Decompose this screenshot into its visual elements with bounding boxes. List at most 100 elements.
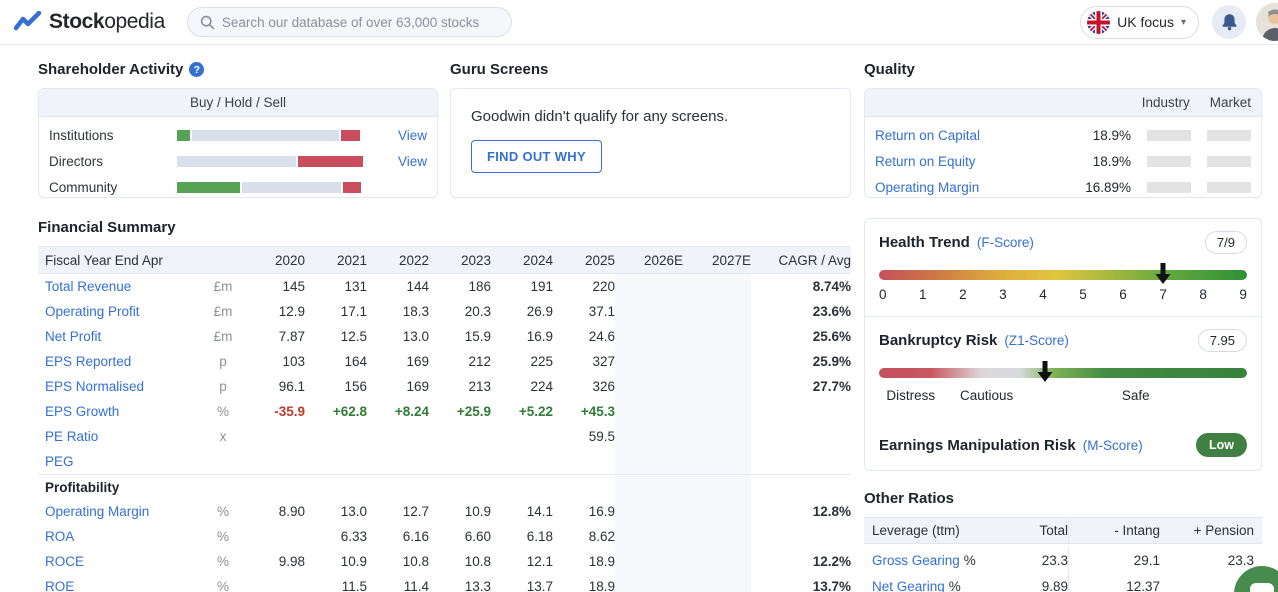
metric-link[interactable]: Operating Margin <box>875 179 980 195</box>
cagr-header: CAGR / Avg <box>778 252 851 268</box>
metric-link[interactable]: PE Ratio <box>45 429 99 444</box>
notifications-button[interactable] <box>1212 5 1246 39</box>
metric-link[interactable]: Return on Equity <box>875 153 976 169</box>
m-score-low-badge: Low <box>1196 433 1247 457</box>
m-score-link[interactable]: (M-Score) <box>1082 437 1143 453</box>
market-bar <box>1207 155 1251 167</box>
guru-screens-message: Goodwin didn't qualify for any screens. <box>471 108 729 125</box>
market-bar <box>1207 129 1251 141</box>
table-row: ROCE % 9.98 10.9 10.8 10.8 12.1 18.9 12.… <box>38 549 851 574</box>
find-out-why-button[interactable]: FIND OUT WHY <box>471 140 602 173</box>
guru-screens-title: Guru Screens <box>450 61 549 78</box>
bankruptcy-risk-title: Bankruptcy Risk <box>879 332 998 349</box>
metric-link[interactable]: Total Revenue <box>45 279 132 294</box>
z1-score-badge: 7.95 <box>1197 329 1247 352</box>
year-header: 2027E <box>711 252 751 268</box>
financial-summary-section: Financial Summary Fiscal Year End Apr 20… <box>38 219 851 592</box>
global-search[interactable] <box>186 7 512 37</box>
year-header: 2026E <box>643 252 683 268</box>
metric-link[interactable]: EPS Normalised <box>45 379 145 394</box>
f-score-link[interactable]: (F-Score) <box>976 235 1034 250</box>
fiscal-year-header: Fiscal Year End Apr <box>45 252 163 268</box>
buy-hold-sell-bar <box>177 129 363 141</box>
hold-segment <box>242 181 341 193</box>
other-ratios-table: Leverage (ttm) Total - Intang + Pension … <box>864 517 1262 592</box>
row-label: Community <box>49 179 118 195</box>
hold-segment <box>177 155 296 167</box>
quality-row: Operating Margin 16.89% <box>865 174 1261 197</box>
metric-link[interactable]: Net Profit <box>45 329 102 344</box>
shareholder-activity-section: Shareholder Activity Buy / Hold / Sell I… <box>38 61 438 198</box>
table-row-eps-growth: EPS Growth % -35.9 +62.8 +8.24 +25.9 +5.… <box>38 399 851 424</box>
shareholder-row-directors: Directors View <box>39 148 437 174</box>
metric-link[interactable]: EPS Growth <box>45 404 120 419</box>
shareholder-activity-title: Shareholder Activity <box>38 61 184 78</box>
industry-column-header: Industry <box>1141 95 1190 110</box>
score-marker-arrow <box>1155 263 1171 284</box>
year-header: 2020 <box>274 252 305 268</box>
metric-link[interactable]: Operating Profit <box>45 304 140 319</box>
industry-bar <box>1147 129 1191 141</box>
table-row: Net Gearing% 9.89 12.37 9.9 <box>864 573 1262 592</box>
metric-link[interactable]: ROE <box>45 579 75 592</box>
metric-link[interactable]: Gross Gearing <box>872 552 960 568</box>
table-row: Gross Gearing% 23.3 29.1 23.3 <box>864 547 1262 573</box>
sell-segment <box>342 181 362 193</box>
quality-section: Quality Industry Market Return on Capita… <box>864 61 1262 198</box>
metric-link[interactable]: PEG <box>45 454 74 469</box>
year-header: 2023 <box>460 252 491 268</box>
main-content: Shareholder Activity Buy / Hold / Sell I… <box>0 45 1278 592</box>
table-row: ROA % 6.33 6.16 6.60 6.18 8.62 <box>38 524 851 549</box>
table-row: EPS Reported p 103 164 169 212 225 327 2… <box>38 349 851 374</box>
financial-summary-title: Financial Summary <box>38 219 176 236</box>
table-row: Operating Profit £m 12.9 17.1 18.3 20.3 … <box>38 299 851 324</box>
industry-bar <box>1147 155 1191 167</box>
buy-hold-sell-header: Buy / Hold / Sell <box>39 89 437 117</box>
earnings-manipulation-section: Earnings Manipulation Risk (M-Score) Low <box>865 420 1261 470</box>
health-trend-title: Health Trend <box>879 234 970 251</box>
help-icon[interactable] <box>189 62 205 77</box>
top-navbar: Stockopedia UK focus ▾ <box>0 0 1278 45</box>
shareholder-row-community: Community <box>39 174 437 197</box>
metric-link[interactable]: Operating Margin <box>45 504 150 519</box>
buy-segment <box>177 181 241 193</box>
sell-segment <box>297 155 363 167</box>
metric-link[interactable]: Net Gearing <box>872 578 945 592</box>
brand-name: Stockopedia <box>49 10 165 33</box>
metric-link[interactable]: EPS Reported <box>45 354 132 369</box>
search-input[interactable] <box>221 14 499 30</box>
view-link[interactable]: View <box>397 153 427 169</box>
navbar-right: UK focus ▾ <box>1080 3 1278 41</box>
table-row: Net Profit £m 7.87 12.5 13.0 15.9 16.9 2… <box>38 324 851 349</box>
region-label: UK focus <box>1117 14 1174 30</box>
row-label: Directors <box>49 153 104 169</box>
guru-screens-section: Guru Screens Goodwin didn't qualify for … <box>450 61 851 198</box>
z1-score-link[interactable]: (Z1-Score) <box>1004 333 1069 348</box>
user-avatar[interactable] <box>1256 3 1278 41</box>
metric-link[interactable]: ROCE <box>45 554 85 569</box>
bankruptcy-risk-section: Bankruptcy Risk (Z1-Score) 7.95 Distress… <box>865 316 1261 420</box>
region-selector[interactable]: UK focus ▾ <box>1080 5 1199 39</box>
table-header-row: Fiscal Year End Apr 2020 2021 2022 2023 … <box>38 246 851 274</box>
chat-bubble-icon <box>1250 582 1274 592</box>
buy-segment <box>177 129 191 141</box>
stockopedia-logo[interactable]: Stockopedia <box>13 10 165 34</box>
metric-link[interactable]: ROA <box>45 529 75 544</box>
view-link[interactable]: View <box>397 127 427 143</box>
year-header: 2024 <box>522 252 553 268</box>
table-row: EPS Normalised p 96.1 156 169 213 224 32… <box>38 374 851 399</box>
profitability-subheader: Profitability <box>38 474 851 499</box>
search-icon <box>200 15 215 30</box>
market-column-header: Market <box>1209 95 1251 110</box>
buy-hold-sell-bar <box>177 181 363 193</box>
quality-row: Return on Capital 18.9% <box>865 122 1261 148</box>
table-header-row: Leverage (ttm) Total - Intang + Pension <box>864 517 1262 544</box>
metric-link[interactable]: Return on Capital <box>875 127 981 143</box>
f-score-gradient-bar <box>879 270 1247 280</box>
year-header: 2021 <box>336 252 367 268</box>
year-header: 2025 <box>584 252 615 268</box>
financial-summary-table: Fiscal Year End Apr 2020 2021 2022 2023 … <box>38 246 851 592</box>
hold-segment <box>192 129 339 141</box>
